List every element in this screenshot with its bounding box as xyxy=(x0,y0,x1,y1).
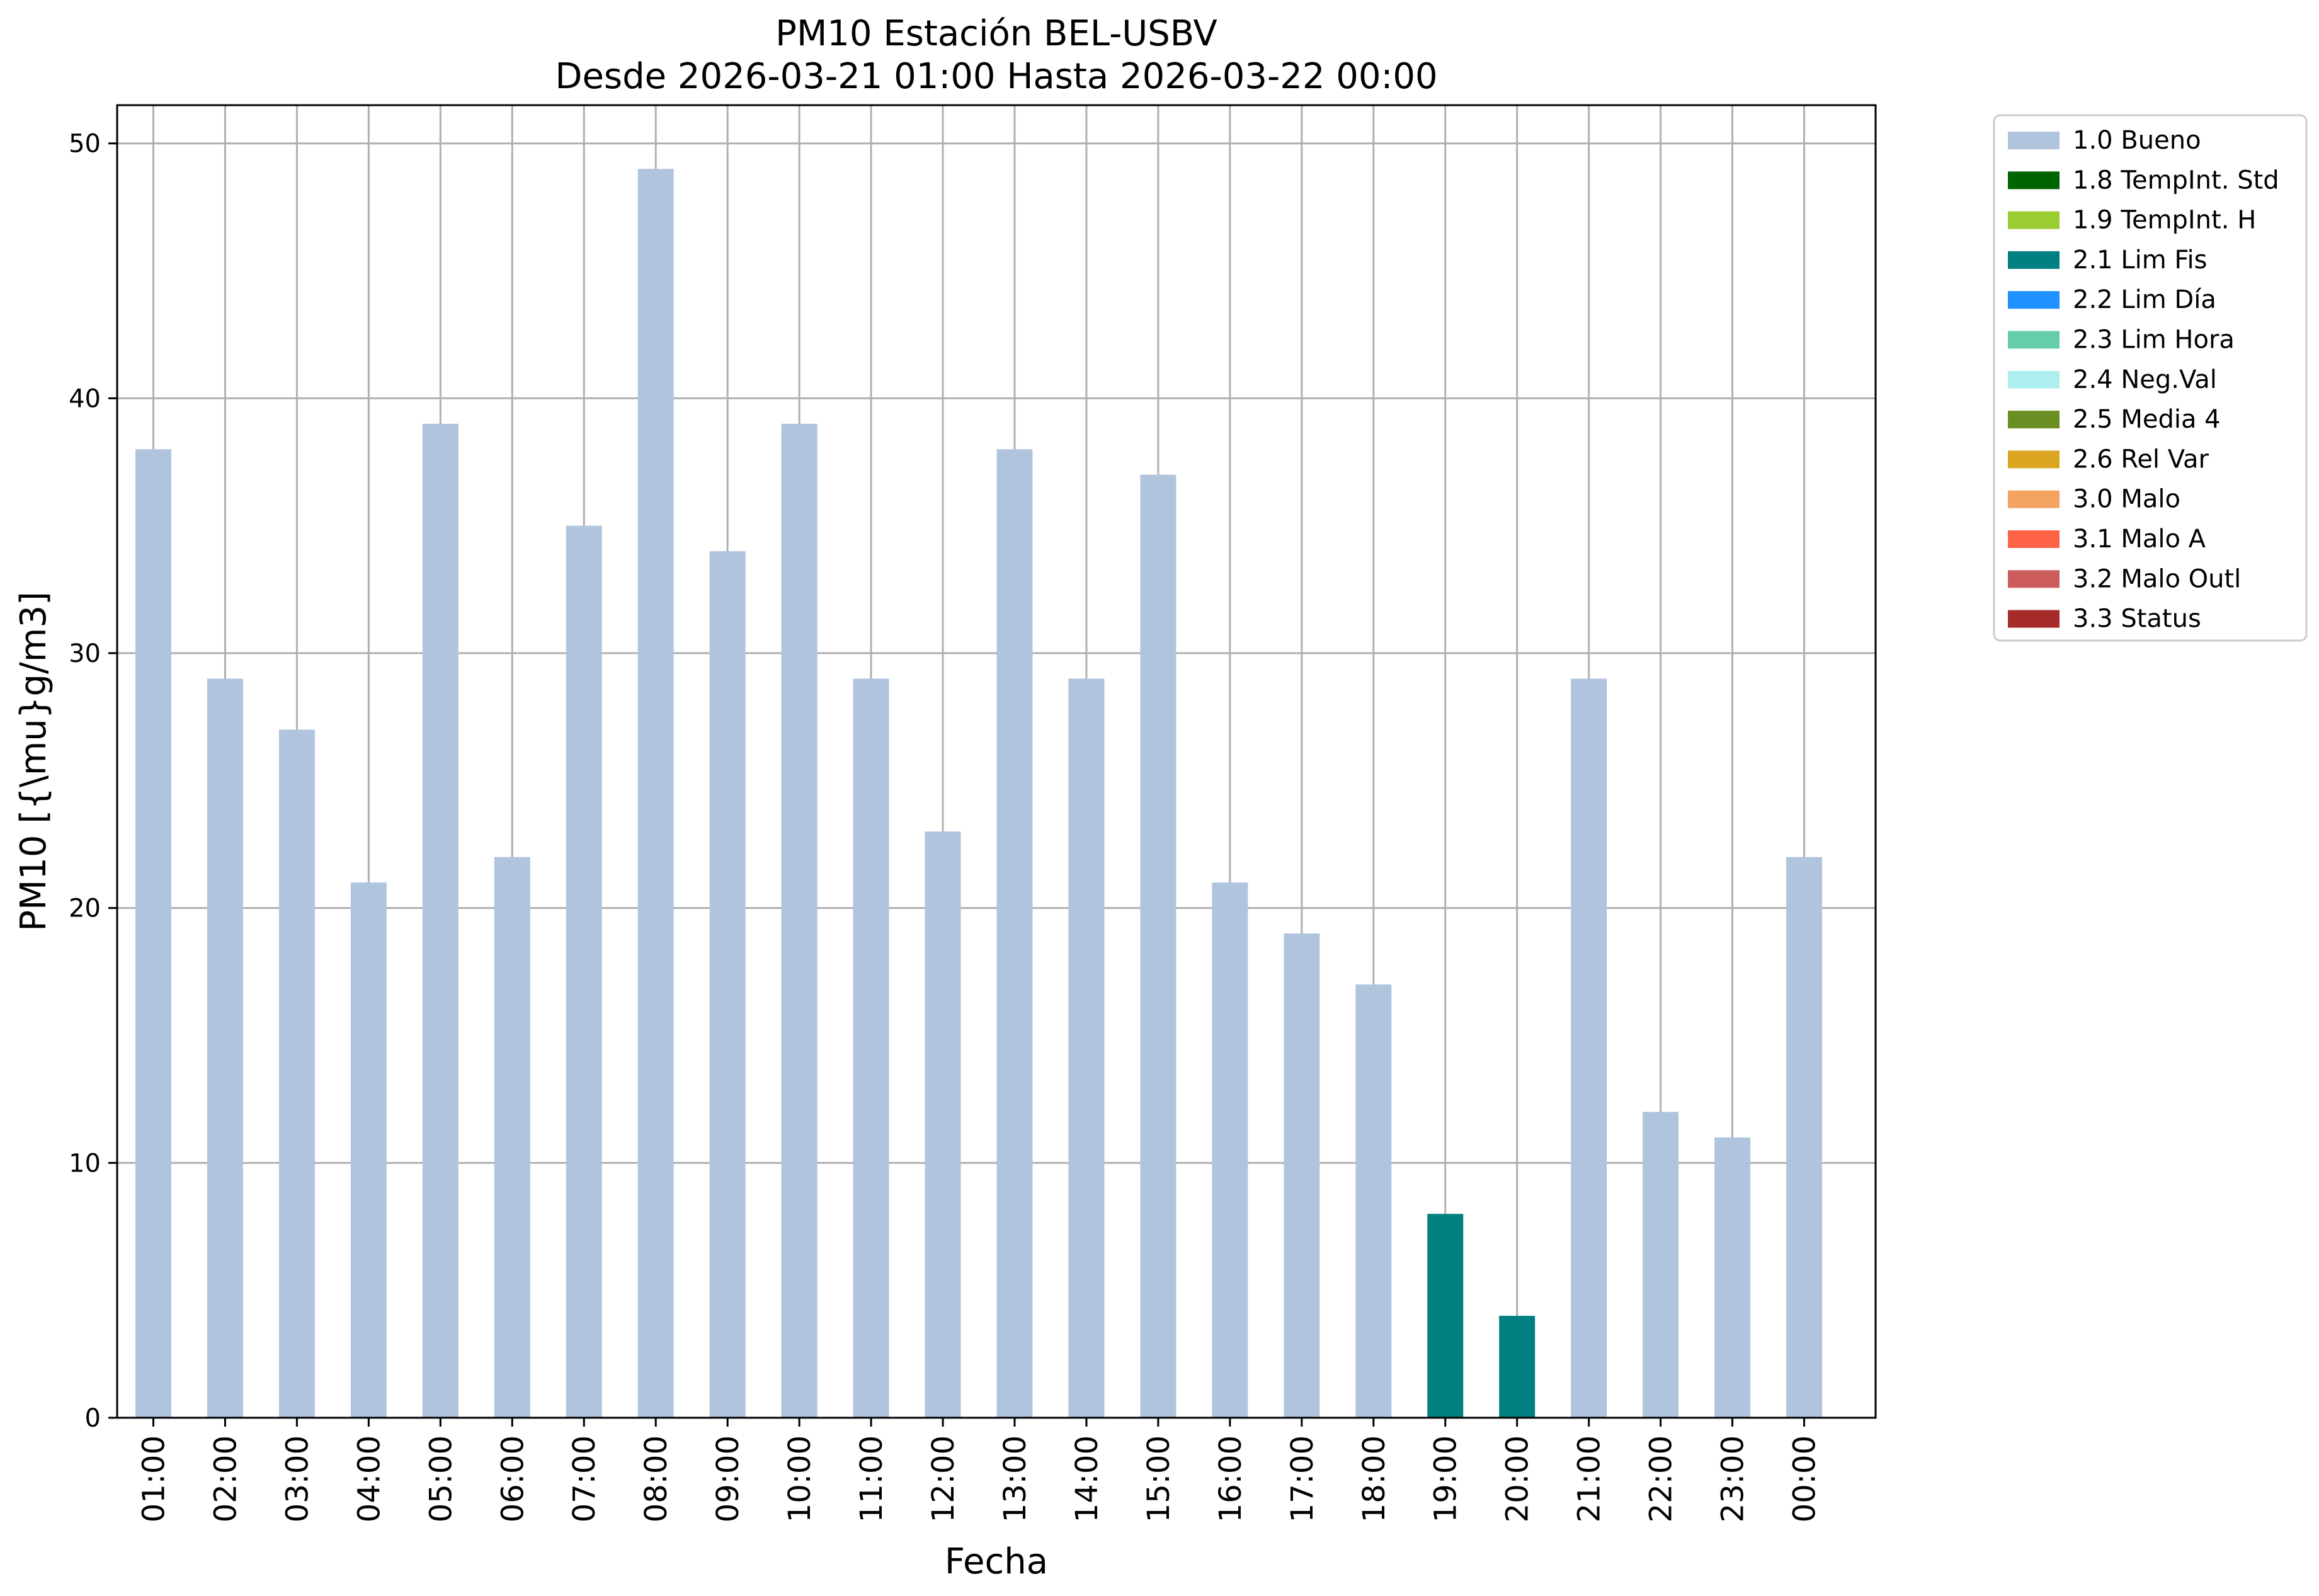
legend: 1.0 Bueno 1.8 TempInt. Std 1.9 TempInt. H 2… xyxy=(1993,114,2308,642)
x-tick-label: 02:00 xyxy=(208,1435,243,1522)
legend-entry-label: 2.6 Rel Var xyxy=(2073,445,2209,474)
legend-swatch xyxy=(2008,211,2060,229)
y-axis-label: PM10 [{\mu}g/m3] xyxy=(13,591,54,932)
legend-entry-label: 2.4 Neg.Val xyxy=(2073,365,2217,394)
x-tick-label: 04:00 xyxy=(351,1435,387,1522)
legend-box xyxy=(1993,114,2308,642)
x-tick-label: 19:00 xyxy=(1428,1435,1464,1522)
legend-entry-label: 1.8 TempInt. Std xyxy=(2073,166,2279,195)
bar-0100 xyxy=(135,449,171,1418)
legend-swatch xyxy=(2008,251,2060,269)
bar-2200 xyxy=(1643,1112,1679,1418)
x-tick-label: 23:00 xyxy=(1716,1435,1751,1522)
legend-swatch xyxy=(2008,530,2060,548)
x-tick-label: 09:00 xyxy=(710,1435,746,1522)
legend-entry-label: 3.1 Malo A xyxy=(2073,525,2206,554)
x-tick-label: 05:00 xyxy=(423,1435,459,1522)
y-tick-label: 30 xyxy=(69,639,101,668)
x-tick-label: 10:00 xyxy=(782,1435,818,1522)
bar-1900 xyxy=(1427,1214,1464,1418)
legend-swatch xyxy=(2008,132,2060,149)
x-tick-label: 18:00 xyxy=(1357,1435,1392,1522)
x-tick-label: 14:00 xyxy=(1069,1435,1105,1522)
y-tick-label: 10 xyxy=(69,1149,101,1178)
bar-1500 xyxy=(1140,474,1177,1418)
bar-0000 xyxy=(1786,857,1823,1418)
bar-1800 xyxy=(1355,984,1392,1418)
x-axis-label: Fecha xyxy=(945,1541,1048,1582)
bar-0300 xyxy=(278,729,315,1418)
x-tick-label: 07:00 xyxy=(567,1435,602,1522)
legend-swatch xyxy=(2008,570,2060,588)
x-tick-label: 15:00 xyxy=(1141,1435,1177,1522)
x-tick-label: 20:00 xyxy=(1500,1435,1536,1522)
x-tick-label: 03:00 xyxy=(280,1435,315,1522)
legend-swatch xyxy=(2008,331,2060,349)
plot-frame xyxy=(116,104,1877,1419)
legend-entry-label: 3.2 Malo Outl xyxy=(2073,564,2241,593)
legend-swatch xyxy=(2008,370,2060,389)
legend-swatch xyxy=(2008,450,2060,469)
bar-0700 xyxy=(566,525,602,1418)
chart-title: PM10 Estación BEL-USBV xyxy=(775,13,1217,54)
legend-entry-label: 1.0 Bueno xyxy=(2073,126,2201,155)
legend-entry-label: 2.3 Lim Hora xyxy=(2073,326,2235,355)
bar-1200 xyxy=(925,831,961,1418)
x-tick-label: 01:00 xyxy=(136,1435,171,1522)
bar-0400 xyxy=(350,882,387,1418)
bar-1700 xyxy=(1284,933,1320,1418)
legend-entry-label: 3.0 Malo xyxy=(2073,485,2180,514)
x-axis-ticks: 01:00 02:00 03:00 04:00 05:00 06:00 07:00 08:00… xyxy=(136,1418,1823,1522)
x-tick-label: 13:00 xyxy=(998,1435,1033,1522)
legend-swatch xyxy=(2008,171,2060,190)
bar-0600 xyxy=(494,857,530,1418)
x-tick-label: 21:00 xyxy=(1572,1435,1607,1522)
bar-1400 xyxy=(1068,678,1105,1418)
legend-entry-label: 2.5 Media 4 xyxy=(2073,405,2221,434)
bar-1300 xyxy=(996,449,1033,1418)
bar-0500 xyxy=(422,423,459,1418)
bar-2000 xyxy=(1499,1316,1536,1418)
x-tick-label: 12:00 xyxy=(926,1435,961,1522)
legend-entry-label: 2.2 Lim Día xyxy=(2073,285,2216,314)
legend-swatch xyxy=(2008,610,2060,628)
x-tick-label: 00:00 xyxy=(1787,1435,1823,1522)
legend-entry-label: 2.1 Lim Fis xyxy=(2073,246,2207,275)
bar-2300 xyxy=(1714,1137,1751,1418)
bars xyxy=(135,169,1823,1418)
x-tick-label: 11:00 xyxy=(854,1435,889,1522)
x-tick-label: 08:00 xyxy=(639,1435,674,1522)
x-tick-label: 06:00 xyxy=(495,1435,530,1522)
bar-0800 xyxy=(637,169,674,1418)
legend-swatch xyxy=(2008,490,2060,508)
bar-1100 xyxy=(853,678,889,1418)
legend-swatch xyxy=(2008,411,2060,429)
bar-1600 xyxy=(1212,882,1248,1418)
y-tick-label: 0 xyxy=(85,1404,101,1433)
chart-subtitle: Desde 2026-03-21 01:00 Hasta 2026-03-22 … xyxy=(555,56,1437,97)
y-tick-label: 20 xyxy=(69,894,101,923)
bar-1000 xyxy=(781,423,818,1418)
legend-entry-label: 1.9 TempInt. H xyxy=(2073,206,2256,235)
legend-entry-label: 3.3 Status xyxy=(2073,605,2201,634)
bar-0200 xyxy=(207,678,243,1418)
y-tick-label: 50 xyxy=(69,130,101,159)
x-tick-label: 17:00 xyxy=(1285,1435,1320,1522)
x-tick-label: 22:00 xyxy=(1644,1435,1679,1522)
bar-2100 xyxy=(1571,678,1607,1418)
y-axis-ticks: 0 10 20 30 40 50 xyxy=(69,130,117,1433)
bar-0900 xyxy=(709,551,746,1418)
legend-swatch xyxy=(2008,291,2060,309)
x-tick-label: 16:00 xyxy=(1213,1435,1248,1522)
y-tick-label: 40 xyxy=(69,384,101,413)
